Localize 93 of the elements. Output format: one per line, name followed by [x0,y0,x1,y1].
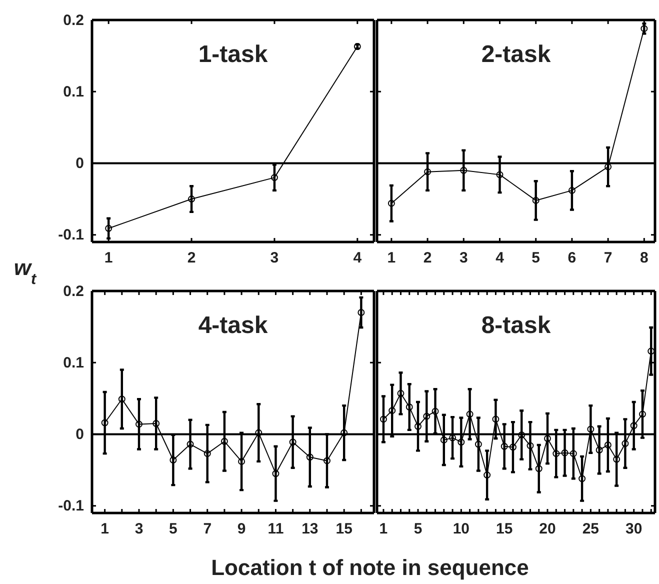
x-axis-title: Location t of note in sequence [211,555,529,580]
point [414,422,422,430]
point [518,431,526,438]
point [204,450,211,458]
x-tick-label: 9 [237,520,246,538]
x-tick-label: 30 [626,520,642,538]
point [596,446,603,454]
point [484,472,491,479]
x-tick-label: 15 [496,520,513,538]
point [561,449,568,456]
y-tick-label: 0.1 [63,354,84,372]
point [188,196,196,203]
text: 4-task [198,312,268,339]
point [532,196,540,204]
point [638,410,646,418]
point [458,438,465,446]
x-tick-label: 20 [539,520,556,538]
point [552,450,560,458]
x-tick-label: 1 [387,250,396,267]
point [270,174,278,182]
point [578,475,586,482]
x-tick-label: 5 [414,520,422,538]
x-tick-label: 7 [604,250,612,267]
point [544,435,551,442]
x-tick-label: 1 [100,520,109,538]
x-tick-label: 7 [203,520,212,538]
point [496,171,504,178]
point [170,456,177,464]
x-tick-label: 1 [379,520,388,538]
y-tick-label: 0.2 [63,282,84,300]
x-tick-label: 13 [302,520,318,538]
y-tick-label: 0.2 [63,12,84,29]
y-tick-label: -0.1 [58,226,84,244]
y-tick-label: 0.1 [63,83,84,100]
point [474,440,482,448]
point [526,442,534,450]
y-tick-label: -0.1 [58,498,84,515]
point [118,396,126,403]
x-tick-label: 1 [104,250,113,267]
point [324,457,330,464]
x-tick-label: 3 [459,250,468,267]
text: 8-task [481,312,552,339]
y-tick-label: 0 [76,426,84,444]
text: 1-task [198,41,268,68]
point [289,438,296,446]
x-tick-label: 5 [169,520,178,538]
x-tick-label: 2 [187,250,196,267]
point [406,404,413,410]
point [466,410,474,418]
point [587,426,594,433]
point [604,163,612,170]
point [397,390,404,397]
x-tick-label: 15 [336,520,352,538]
x-tick-label: 5 [532,250,540,267]
point [604,441,612,448]
y-axis-title: w$_{t}$ [14,255,37,288]
point [272,470,280,478]
point [568,186,576,194]
x-tick-label: 4 [353,250,362,267]
point [220,438,228,445]
x-tick-label: 4 [496,250,505,267]
point [613,456,620,463]
point [432,408,439,415]
x-tick-label: 25 [582,520,600,538]
point [460,166,468,174]
text: 2-task [481,41,552,68]
x-tick-label: 10 [452,520,470,538]
x-tick-label: 6 [568,250,576,267]
point [238,458,246,465]
point [630,422,638,430]
x-tick-label: 3 [134,520,144,538]
point [492,416,500,423]
point [423,412,430,420]
point [440,436,448,444]
point [306,454,314,461]
point [152,420,160,427]
x-tick-label: 3 [270,250,279,267]
y-tick-label: 0 [76,155,84,172]
point [255,429,262,436]
point [500,442,508,450]
point [449,434,456,442]
point [509,444,516,451]
point [535,465,542,472]
point [136,420,142,428]
point [388,407,396,414]
point [340,429,348,436]
x-tick-label: 8 [640,250,648,267]
point [424,168,432,176]
x-tick-label: 2 [423,250,432,267]
point [570,450,577,458]
point [622,440,629,448]
point [186,440,194,448]
x-tick-label: 11 [268,520,284,538]
